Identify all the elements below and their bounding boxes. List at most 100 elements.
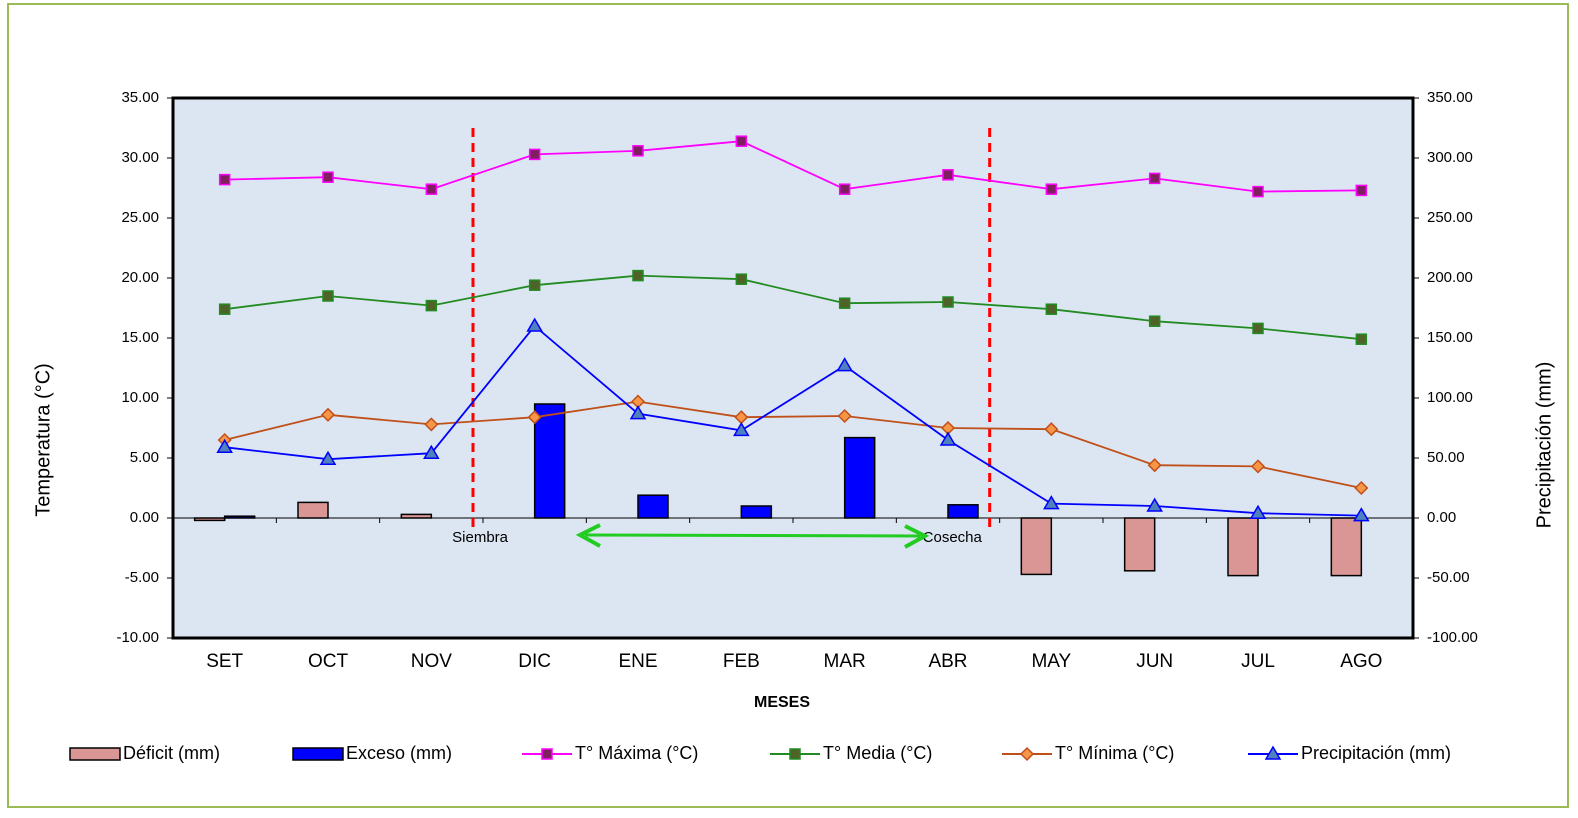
- x-tick-label: DIC: [518, 651, 551, 672]
- legend-label: Déficit (mm): [123, 743, 220, 763]
- marker: [939, 431, 957, 446]
- y-tick-label: 20.00: [121, 269, 159, 286]
- y-tick-label: 5.00: [130, 449, 159, 466]
- bar: [533, 403, 566, 519]
- marker: [425, 183, 438, 195]
- marker: [1355, 184, 1368, 197]
- marker: [629, 405, 647, 420]
- marker: [1147, 458, 1162, 473]
- marker: [1148, 315, 1161, 327]
- y-tick-label: 35.00: [121, 89, 159, 106]
- marker: [632, 145, 644, 157]
- line: [224, 324, 1362, 517]
- marker: [1148, 172, 1161, 185]
- x-tick-label: OCT: [308, 651, 349, 672]
- marker: [1252, 322, 1264, 335]
- y2-tick-label: 0.00: [1427, 509, 1456, 526]
- x-tick-label: SET: [206, 651, 243, 672]
- y2-tick-label: 350.00: [1427, 89, 1473, 106]
- marker: [541, 748, 553, 760]
- x-tick-label: ENE: [618, 651, 657, 672]
- marker: [632, 269, 644, 282]
- y2-tick-label: -100.00: [1427, 629, 1478, 646]
- marker: [838, 183, 851, 195]
- marker: [526, 317, 543, 332]
- x-tick-label: MAR: [824, 651, 866, 672]
- marker: [838, 297, 851, 309]
- marker: [1044, 422, 1059, 437]
- marker: [1264, 745, 1282, 760]
- bar: [947, 504, 979, 519]
- marker: [836, 357, 853, 372]
- legend-swatch: [69, 747, 121, 761]
- marker: [218, 173, 231, 186]
- y-tick-label: 10.00: [121, 389, 159, 406]
- plot-background: [173, 98, 1413, 638]
- plot-border: [171, 96, 1415, 640]
- marker: [1019, 746, 1035, 762]
- marker: [837, 408, 852, 424]
- line: [224, 274, 1362, 341]
- x-tick-label: ABR: [928, 651, 967, 672]
- marker: [319, 450, 337, 465]
- marker: [528, 148, 541, 161]
- marker: [216, 438, 233, 453]
- marker: [1043, 495, 1060, 510]
- legend-label: Exceso (mm): [346, 743, 452, 763]
- marker: [1353, 507, 1370, 522]
- bar: [400, 513, 433, 519]
- marker: [789, 748, 801, 760]
- bar: [1227, 517, 1259, 577]
- bar: [297, 501, 329, 519]
- annotation: Siembra: [452, 529, 509, 546]
- line: [224, 140, 1362, 193]
- legend-label: T° Mínima (°C): [1055, 743, 1174, 763]
- y2-tick-label: 50.00: [1427, 449, 1465, 466]
- y-axis-title: Temperatura (°C): [32, 363, 54, 517]
- x-axis-title: MESES: [754, 694, 810, 711]
- y-tick-label: 25.00: [121, 209, 159, 226]
- marker: [1252, 185, 1264, 198]
- y2-tick-label: 150.00: [1427, 329, 1473, 346]
- y-tick-label: -5.00: [125, 569, 159, 586]
- marker: [942, 296, 954, 308]
- bar: [1020, 517, 1053, 576]
- y2-tick-label: -50.00: [1427, 569, 1470, 586]
- marker: [1355, 333, 1368, 345]
- marker: [1250, 459, 1266, 474]
- y2-tick-label: 300.00: [1427, 149, 1473, 166]
- legend-label: T° Media (°C): [823, 743, 932, 763]
- marker: [942, 169, 954, 181]
- y2-tick-label: 200.00: [1427, 269, 1473, 286]
- marker: [1146, 497, 1163, 512]
- marker: [735, 135, 748, 147]
- marker: [1249, 504, 1267, 519]
- y2-tick-label: 100.00: [1427, 389, 1473, 406]
- bar: [843, 436, 876, 519]
- y2-axis-title: Precipitación (mm): [1533, 362, 1555, 529]
- marker: [320, 407, 336, 422]
- marker: [1045, 303, 1058, 315]
- x-tick-label: JUN: [1136, 651, 1173, 672]
- y-tick-label: 0.00: [130, 509, 159, 526]
- arrow-head: [904, 524, 930, 549]
- marker: [1354, 480, 1369, 496]
- marker: [425, 299, 438, 312]
- x-tick-label: MAY: [1031, 651, 1071, 672]
- x-tick-label: NOV: [411, 651, 453, 672]
- marker: [322, 171, 334, 183]
- y-tick-label: 15.00: [121, 329, 159, 346]
- arrow-shaft: [584, 533, 921, 538]
- legend-label: T° Máxima (°C): [575, 743, 698, 763]
- y2-tick-label: 250.00: [1427, 209, 1473, 226]
- marker: [322, 290, 334, 302]
- y-tick-label: -10.00: [116, 629, 159, 646]
- bar: [740, 505, 773, 519]
- marker: [733, 421, 750, 437]
- legend-label: Precipitación (mm): [1301, 743, 1451, 763]
- marker: [1045, 183, 1058, 195]
- marker: [528, 279, 541, 291]
- legend-swatch: [292, 747, 344, 761]
- bar: [193, 517, 226, 522]
